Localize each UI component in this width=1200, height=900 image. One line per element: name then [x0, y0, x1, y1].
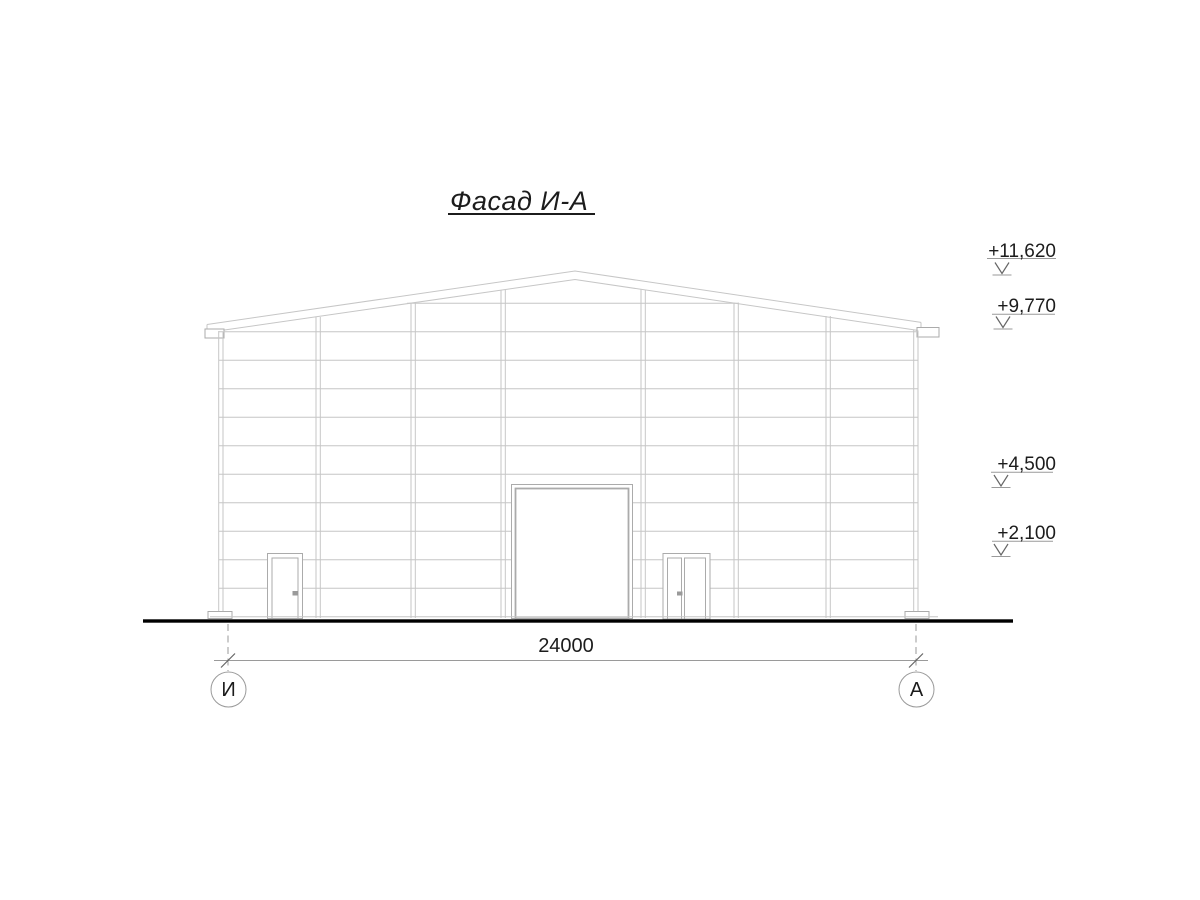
elevation-label-eave: +9,770	[997, 295, 1056, 317]
gate	[511, 484, 633, 620]
elevation-arrow-icon	[994, 262, 1010, 275]
dimension-value: 24000	[538, 635, 594, 657]
axis-circle-right	[898, 671, 935, 708]
pedestal-left	[207, 611, 233, 619]
pedestal-right	[904, 611, 930, 619]
door-left-handle-icon	[292, 591, 298, 596]
axis-circle-left	[210, 671, 247, 708]
wall-edges	[218, 329, 919, 619]
dimension-line	[214, 653, 928, 668]
door-right-handle-icon	[677, 591, 683, 596]
elevation-arrow-icon	[993, 474, 1009, 488]
columns	[315, 289, 831, 618]
door-left	[267, 553, 303, 619]
door-right	[662, 553, 711, 620]
dimension-tick-icon	[220, 653, 236, 668]
elevation-label-ridge: +11,620	[988, 240, 1056, 262]
drawing-title: Фасад И-А	[450, 186, 589, 216]
axis-extension-lines	[227, 624, 917, 671]
gutter-left	[204, 328, 225, 339]
roof-band	[206, 270, 922, 333]
elevation-label-door-top: +2,100	[997, 522, 1056, 544]
dimension-tick-icon	[908, 653, 924, 668]
elevation-arrow-icon	[995, 316, 1011, 329]
ground-line	[143, 619, 1013, 623]
gutter-right	[916, 327, 940, 338]
elevation-arrow-icon	[993, 543, 1009, 557]
title-underline	[448, 213, 595, 215]
elevation-mark-symbols	[987, 258, 1056, 557]
axis-label-left: И	[221, 678, 236, 701]
axis-label-right: А	[909, 678, 924, 701]
elevation-label-gate-top: +4,500	[997, 453, 1056, 475]
